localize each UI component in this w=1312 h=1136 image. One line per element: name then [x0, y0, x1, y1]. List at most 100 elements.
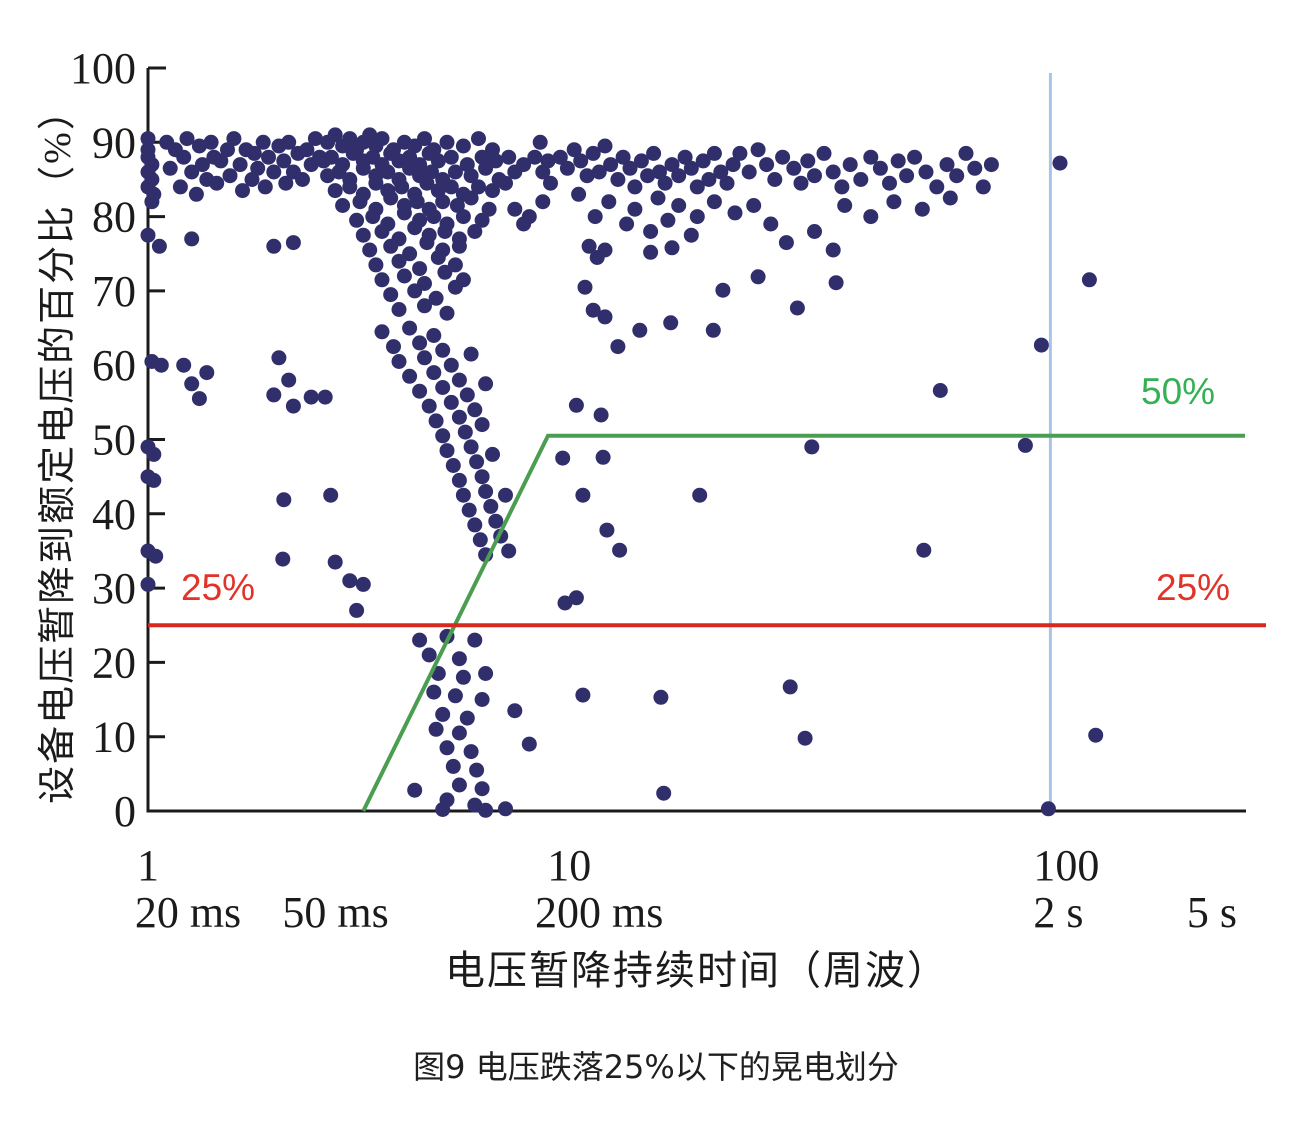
data-point: [317, 389, 333, 405]
data-point: [807, 168, 822, 184]
data-point: [220, 142, 235, 158]
data-point: [656, 785, 672, 801]
data-point: [853, 172, 869, 187]
data-point: [615, 149, 631, 165]
data-point: [407, 283, 423, 299]
data-point: [463, 168, 479, 184]
data-point: [419, 175, 435, 191]
data-point: [179, 131, 195, 147]
data-point: [535, 194, 551, 210]
data-point: [281, 134, 297, 150]
data-point: [664, 157, 680, 173]
data-point: [886, 194, 902, 210]
data-point: [176, 149, 192, 165]
data-point: [342, 131, 358, 147]
data-point: [445, 758, 461, 774]
data-point: [285, 398, 301, 414]
data-point: [426, 684, 442, 700]
data-point: [485, 183, 500, 199]
data-point: [975, 179, 991, 195]
data-point: [355, 227, 371, 243]
data-point: [566, 142, 582, 158]
data-point: [391, 302, 407, 317]
data-point: [430, 250, 446, 265]
data-point: [501, 149, 517, 165]
data-point: [261, 149, 276, 165]
data-point: [349, 602, 365, 618]
data-point: [184, 164, 200, 180]
data-point: [573, 153, 589, 169]
data-point: [577, 279, 593, 295]
x-tick-label-cycles: 1: [137, 841, 159, 890]
data-point: [244, 172, 260, 187]
data-point: [701, 172, 717, 187]
data-point: [467, 224, 483, 239]
data-point: [471, 131, 486, 147]
data-point: [575, 687, 591, 703]
data-point: [579, 168, 595, 184]
data-point: [863, 209, 879, 225]
x-axis-title: 电压暂降持续时间（周波）: [445, 948, 949, 993]
data-point: [374, 272, 390, 288]
data-point: [266, 238, 282, 254]
data-point: [396, 268, 412, 284]
data-point: [834, 179, 850, 195]
data-point: [527, 149, 543, 165]
data-point: [146, 472, 162, 488]
data-point: [380, 164, 396, 180]
data-point: [732, 145, 748, 161]
data-point: [1033, 337, 1049, 353]
data-point: [677, 149, 693, 165]
data-point: [455, 138, 471, 154]
data-point: [391, 354, 407, 369]
data-point: [374, 224, 390, 239]
data-point: [467, 632, 483, 648]
data-point: [451, 238, 467, 254]
data-point: [407, 220, 423, 236]
data-point: [767, 172, 783, 187]
data-point: [396, 205, 412, 221]
data-point: [447, 164, 463, 180]
data-point: [967, 160, 983, 176]
data-point: [172, 179, 188, 195]
data-point: [435, 380, 451, 395]
data-point: [914, 201, 930, 217]
data-point: [140, 227, 156, 243]
data-point: [368, 257, 384, 273]
data-point: [653, 689, 669, 705]
data-point: [443, 394, 459, 410]
data-point: [271, 350, 287, 366]
data-point: [299, 142, 315, 158]
data-point: [540, 153, 556, 169]
data-point: [627, 201, 643, 217]
green-threshold-line: [361, 433, 1245, 812]
data-point: [162, 160, 178, 176]
data-point: [455, 487, 471, 503]
data-point: [671, 198, 687, 213]
data-point: [585, 145, 601, 161]
data-point: [323, 149, 339, 165]
data-point: [203, 134, 219, 150]
data-point: [719, 175, 735, 191]
data-point: [235, 183, 250, 199]
data-point: [342, 573, 358, 589]
x-tick-label-cycles: 100: [1033, 841, 1099, 890]
data-point: [778, 235, 794, 251]
data-point: [374, 324, 390, 340]
data-point: [278, 175, 294, 191]
data-point: [426, 209, 442, 225]
data-point: [349, 212, 365, 228]
data-point: [342, 179, 358, 195]
data-point: [439, 305, 455, 321]
data-point: [226, 131, 242, 147]
data-point: [643, 244, 659, 260]
data-point: [246, 145, 262, 161]
data-point: [428, 290, 444, 306]
data-point: [610, 172, 626, 187]
data-point: [266, 387, 282, 403]
data-point: [485, 446, 500, 462]
data-point: [746, 198, 762, 213]
data-point: [516, 216, 532, 232]
